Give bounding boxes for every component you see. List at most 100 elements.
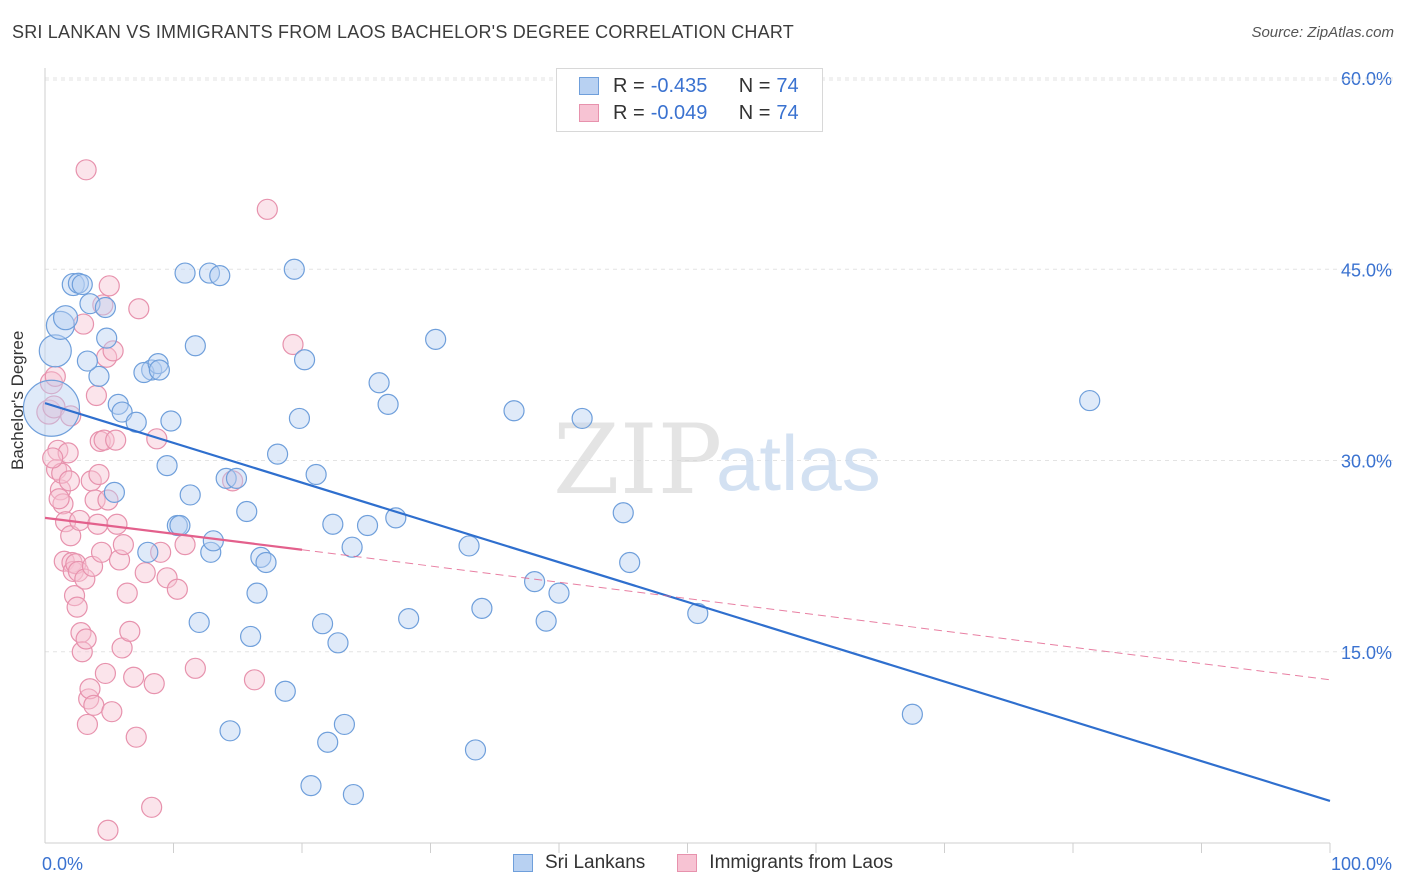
legend-label: Immigrants from Laos bbox=[709, 852, 894, 873]
sri-lankans-point bbox=[687, 602, 709, 625]
sri-lankans-point bbox=[571, 407, 593, 430]
sri-lankans-point bbox=[471, 597, 493, 620]
laos-point bbox=[83, 694, 105, 716]
laos-point bbox=[75, 628, 97, 650]
sri-lankans-point bbox=[188, 611, 210, 634]
legend-label: Sri Lankans bbox=[544, 852, 646, 873]
n-value: 74 bbox=[776, 101, 799, 124]
sri-lankans-point bbox=[425, 328, 447, 350]
laos-point bbox=[150, 541, 172, 563]
laos-point bbox=[49, 479, 72, 501]
sri-lankans-point bbox=[156, 455, 178, 477]
sri-lankans-point bbox=[293, 349, 316, 371]
stats-legend-row-laos: R = -0.049 N = 74 bbox=[579, 100, 799, 126]
sri-lankans-point bbox=[76, 350, 99, 372]
sri-lankans-point bbox=[236, 500, 258, 523]
laos-point bbox=[74, 568, 96, 590]
sri-lankans-point bbox=[327, 632, 349, 654]
sri-lankans-point bbox=[322, 513, 344, 535]
laos-point bbox=[79, 678, 101, 700]
sri-lankans-point bbox=[103, 481, 125, 503]
sri-lankans-point bbox=[255, 551, 277, 574]
sri-lankans-point bbox=[141, 359, 163, 381]
laos-point bbox=[143, 673, 165, 695]
sri-lankans-point bbox=[94, 296, 116, 319]
sri-lankans-point bbox=[619, 551, 641, 574]
chart-title: SRI LANKAN VS IMMIGRANTS FROM LAOS BACHE… bbox=[12, 22, 794, 42]
legend-item-sri-lankans[interactable]: Sri Lankans bbox=[512, 852, 646, 874]
sri-lankans-point bbox=[1079, 389, 1101, 412]
laos-point bbox=[174, 534, 196, 556]
y-tick-label: 60.0% bbox=[1341, 69, 1392, 89]
r-value: -0.435 bbox=[650, 74, 708, 97]
sri-lankans-point bbox=[283, 258, 305, 280]
laos-point bbox=[119, 620, 141, 642]
sri-lankans-point bbox=[160, 410, 182, 432]
laos-point bbox=[112, 534, 134, 556]
laos-trend-line bbox=[44, 516, 303, 551]
laos-point bbox=[85, 384, 108, 407]
laos-point bbox=[105, 429, 127, 451]
sri-lankans-point bbox=[464, 739, 487, 761]
watermark-atlas: atlas bbox=[716, 419, 881, 507]
sri-lankans-point bbox=[71, 273, 93, 296]
laos-point bbox=[76, 713, 99, 736]
sri-lankans-point bbox=[274, 680, 296, 702]
laos-point bbox=[94, 662, 116, 685]
laos-point bbox=[243, 669, 266, 691]
laos-point bbox=[101, 701, 123, 723]
r-label: R = bbox=[613, 74, 645, 97]
laos-point bbox=[72, 313, 95, 335]
sri-lankans-point bbox=[96, 327, 118, 349]
chart-source: Source: ZipAtlas.com bbox=[1251, 24, 1394, 41]
sri-lankans-point bbox=[342, 783, 364, 806]
sri-lankans-point bbox=[612, 502, 634, 524]
sri-lankans-point bbox=[202, 530, 224, 552]
sri-lankans-point bbox=[38, 334, 72, 368]
stats-legend: R = -0.435 N = 74 R = -0.049 N = 74 bbox=[556, 68, 823, 132]
laos-point bbox=[71, 641, 93, 663]
r-label: R = bbox=[613, 101, 645, 124]
sri-lankans-point bbox=[333, 713, 356, 736]
sri-lankans-point bbox=[174, 262, 196, 284]
stats-legend-row-sri-lankans: R = -0.435 N = 74 bbox=[579, 73, 799, 99]
laos-point bbox=[90, 541, 113, 563]
sri-lankans-point bbox=[356, 514, 379, 537]
y-tick-label: 30.0% bbox=[1341, 452, 1392, 472]
sri-lankans-swatch bbox=[512, 854, 533, 872]
sri-lankans-point bbox=[147, 353, 169, 375]
laos-swatch bbox=[579, 104, 599, 122]
laos-point bbox=[184, 657, 206, 679]
watermark-zip: ZIP bbox=[553, 404, 722, 516]
sri-lankans-point bbox=[266, 443, 289, 465]
sri-lankans-point bbox=[148, 359, 170, 381]
y-tick-label: 45.0% bbox=[1341, 260, 1392, 280]
laos-point bbox=[128, 298, 150, 320]
laos-point bbox=[93, 429, 115, 451]
laos-point bbox=[58, 470, 81, 492]
laos-point bbox=[84, 489, 106, 511]
laos-point bbox=[134, 562, 156, 584]
sri-lankans-point bbox=[503, 400, 525, 422]
laos-point bbox=[256, 198, 278, 220]
sri-lankans-point bbox=[300, 775, 322, 797]
laos-point bbox=[75, 159, 97, 181]
laos-point bbox=[97, 819, 119, 841]
sri-lankans-point bbox=[317, 731, 339, 753]
laos-trend-line-extended bbox=[301, 549, 1331, 681]
sri-lankans-point bbox=[398, 607, 420, 630]
laos-point bbox=[282, 333, 304, 356]
laos-point bbox=[106, 513, 128, 535]
sri-lankans-point bbox=[219, 720, 241, 742]
r-value: -0.049 bbox=[650, 101, 708, 124]
sri-lankans-point bbox=[88, 365, 110, 387]
legend-item-laos[interactable]: Immigrants from Laos bbox=[677, 852, 893, 874]
n-value: 74 bbox=[776, 74, 799, 97]
sri-lankans-point bbox=[169, 514, 191, 537]
laos-point bbox=[102, 340, 124, 362]
laos-point bbox=[98, 275, 120, 297]
laos-point bbox=[166, 578, 188, 600]
sri-lankans-point bbox=[523, 571, 546, 593]
series-legend: Sri Lankans Immigrants from Laos bbox=[0, 852, 1406, 874]
